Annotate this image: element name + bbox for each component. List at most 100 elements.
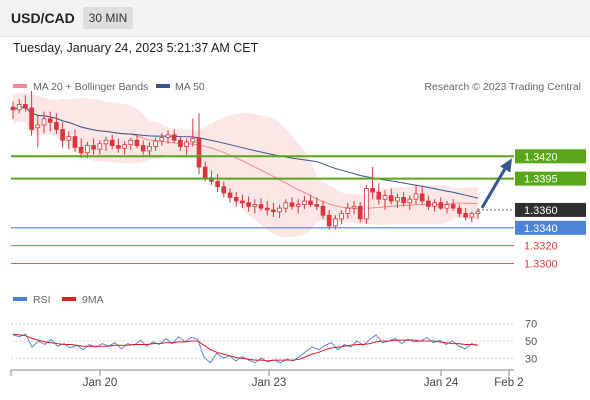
candle-body [407,198,413,204]
candle-body [295,204,301,207]
timeframe-badge[interactable]: 30 MIN [83,7,133,29]
candle-body [178,139,183,147]
candle-body [16,104,22,111]
candle-body [190,138,196,143]
candle-body [159,137,165,142]
level-tag-0 [515,149,586,164]
candle-body [277,207,282,213]
candle-body [128,139,134,146]
candle-body [240,200,245,204]
symbol-title: USD/CAD [11,10,75,26]
candle-body [271,209,276,213]
candle-body [426,200,431,207]
candle-body [283,202,289,209]
candle-body [333,218,338,227]
candle-body [432,202,437,207]
candle-body [252,204,258,207]
rsi-ma-legend-label: 9MA [82,294,104,306]
candle-body [103,139,109,145]
candle-body [233,197,239,202]
candle-body [147,146,152,152]
candle-body [122,144,127,149]
candle-body [413,193,419,200]
candle-body [364,188,369,220]
rsi-ma-line [12,333,479,362]
level-label-1: 1.3395 [524,174,558,186]
ma50-legend-swatch [156,84,170,88]
candle-body [382,195,388,200]
candle-body [450,204,456,209]
candle-body [264,207,270,211]
level-label-5: 1.3300 [524,259,558,271]
candle-body [246,202,251,207]
candle-body [97,143,103,150]
candle-body [85,145,90,154]
ma50-legend-label: MA 50 [175,81,205,93]
candle-body [72,136,78,148]
ma50-line [12,106,479,199]
x-tick-label-0: Jan 20 [83,377,118,389]
candle-body [35,124,41,129]
candle-body [91,145,96,150]
price-legend: MA 20 + Bollinger Bands MA 50 Research ©… [13,81,581,93]
bollinger-band [13,92,478,238]
candle-body [475,211,481,214]
candle-body [202,166,208,179]
rsi-plot: 70 50 30 [11,319,537,365]
chart-header: USD/CAD 30 MIN [0,0,590,37]
candle-body [388,195,394,202]
candle-body [419,193,425,202]
candle-body [215,180,220,188]
forecast-arrow-shaft [480,164,509,209]
candle-body [153,140,158,147]
candle-body [171,134,177,141]
candle-body [134,139,140,146]
rsi-ma-legend-swatch [62,297,76,301]
x-axis: Jan 20 Jan 23 Jan 24 Feb 2 [10,369,524,389]
candle-body [258,204,264,209]
last-price-label: 1.3360 [524,205,558,217]
bollinger-legend-label: MA 20 + Bollinger Bands [33,81,148,93]
candle-body [339,213,344,220]
candle-body [221,186,227,194]
x-tick-label-1: Jan 23 [252,377,287,389]
rsi-legend-swatch [13,297,27,301]
candle-body [469,213,475,218]
forecast-arrow-head [500,158,512,173]
candle-body [376,191,382,200]
rsi-tick-label-2: 30 [525,353,537,365]
candle-body [370,188,375,193]
price-levels: 1.3420 1.3395 1.3360 1.3340 1.3320 1.3300 [11,149,586,271]
candle-body [463,213,468,218]
level-label-0: 1.3420 [524,151,558,163]
candle-body [395,197,400,202]
candle-body [47,118,53,123]
credit-text: Research © 2023 Trading Central [424,81,581,93]
level-label-3: 1.3340 [524,223,558,235]
last-price-tag [515,202,586,217]
candle-body [357,205,363,220]
candle-body [444,204,450,209]
candle-body [326,214,332,227]
candle-body [140,145,146,152]
candle-body [116,145,121,149]
level-tag-3 [515,220,586,235]
rsi-tick-label-1: 50 [525,336,537,348]
candle-body [196,138,202,168]
candle-body [401,197,406,204]
x-tick-label-3: Feb 2 [494,377,523,389]
candle-body [41,118,47,126]
candle-body [345,207,351,214]
candle-body [289,202,295,207]
rsi-legend: RSI 9MA [13,294,104,306]
candle-body [457,207,462,214]
candle-body [351,205,357,209]
candle-body [184,141,189,147]
candle-body [320,205,326,216]
candle-body [78,146,84,154]
price-plot [10,91,481,238]
x-tick-label-2: Jan 24 [424,377,459,389]
candle-body [54,121,59,130]
candle-body [109,139,115,146]
